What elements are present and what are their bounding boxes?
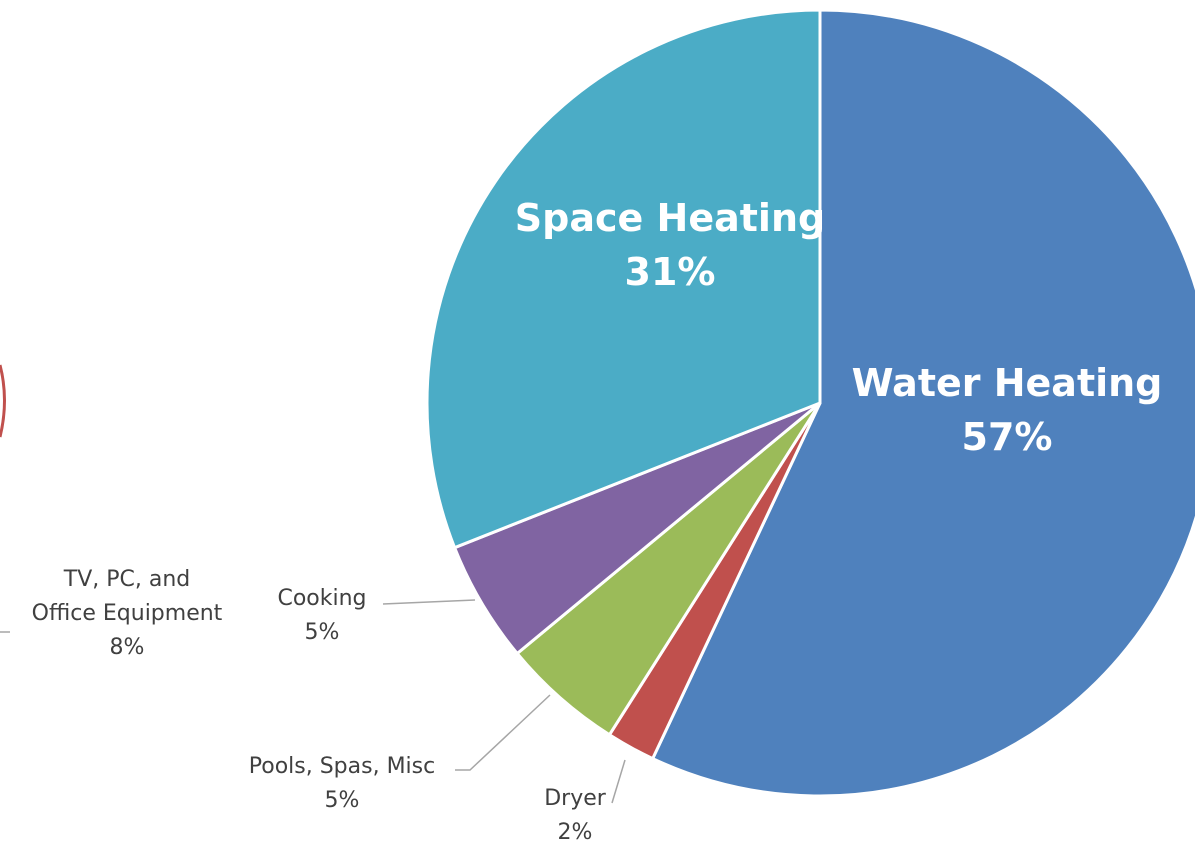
category-name: Cooking bbox=[277, 586, 367, 611]
partial-slice-edge bbox=[0, 364, 6, 438]
annotation-text: TV, PC, and Office Equipment bbox=[31, 567, 223, 626]
annotation-value: 8% bbox=[109, 635, 145, 660]
pie-slice bbox=[650, 8, 1195, 798]
annotation-label: TV, PC, and Office Equipment 8% bbox=[32, 563, 223, 665]
category-name: Pools, Spas, Misc bbox=[248, 754, 436, 779]
leader-line bbox=[382, 599, 476, 605]
slice-label: Pools, Spas, Misc 5% bbox=[249, 750, 435, 818]
category-name: Space Heating bbox=[514, 196, 826, 240]
leader-line bbox=[455, 694, 551, 771]
leader-line bbox=[611, 759, 626, 804]
pie-slice bbox=[425, 8, 822, 550]
value-label: 5% bbox=[324, 788, 360, 813]
value-label: 31% bbox=[624, 250, 716, 294]
slice-label: Water Heating 57% bbox=[852, 356, 1163, 464]
category-name: Dryer bbox=[544, 786, 606, 811]
value-label: 57% bbox=[961, 415, 1053, 459]
slice-label: Dryer 2% bbox=[544, 782, 606, 841]
slice-label: Space Heating 31% bbox=[515, 191, 825, 299]
slice-label: Cooking 5% bbox=[277, 582, 366, 650]
value-label: 2% bbox=[557, 820, 593, 841]
value-label: 5% bbox=[304, 620, 340, 645]
category-name: Water Heating bbox=[851, 361, 1163, 405]
